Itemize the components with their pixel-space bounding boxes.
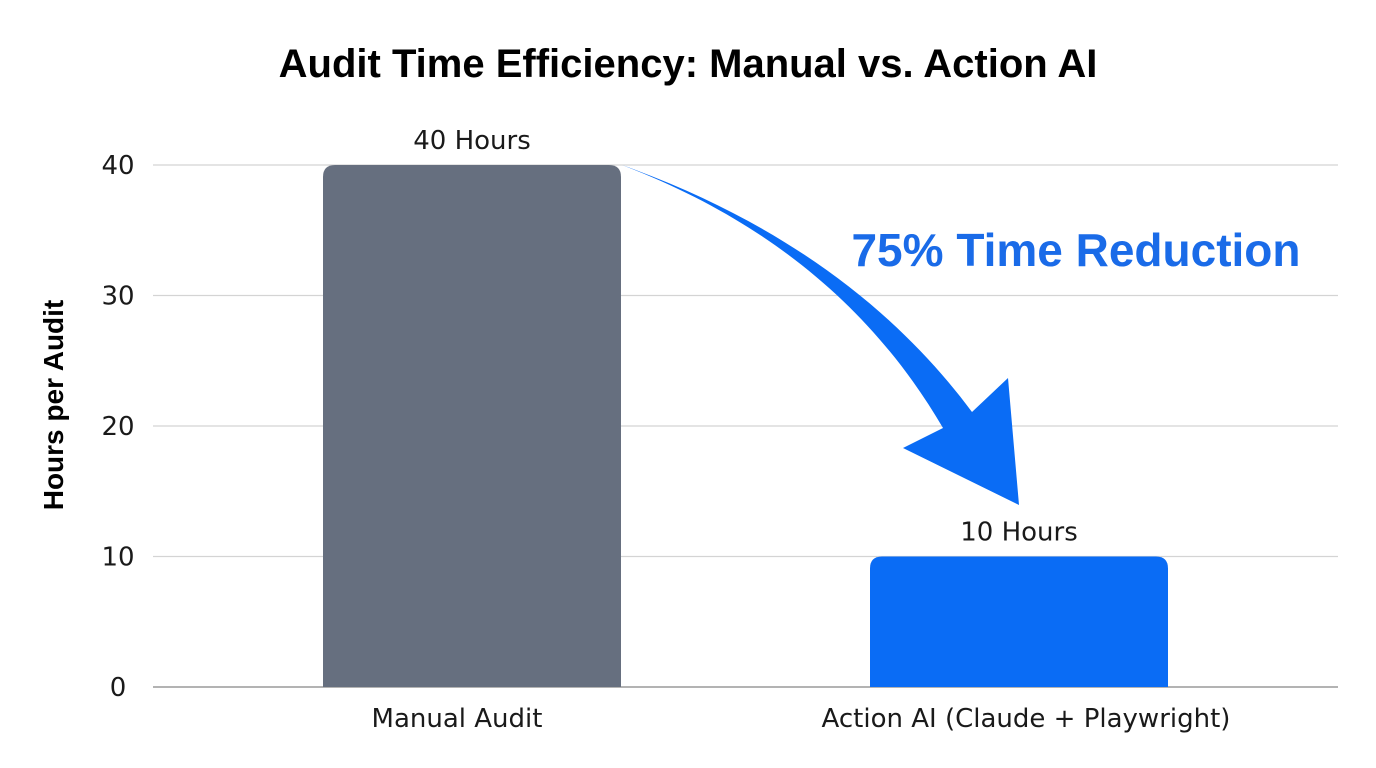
bar-data-label: 10 Hours [960,518,1078,548]
y-axis-ticks: 0 10 20 30 40 [101,151,134,703]
reduction-arrow-shape [622,165,1019,505]
x-category-label: Manual Audit [372,704,543,734]
bars [323,165,1168,687]
y-tick-label: 20 [101,412,134,442]
x-category-label: Action AI (Claude + Playwright) [822,704,1231,734]
y-tick-label: 0 [110,673,127,703]
y-tick-label: 40 [101,151,134,181]
data-labels: 40 Hours 10 Hours [413,126,1078,548]
y-axis-label: Hours per Audit [38,300,69,511]
reduction-arrow [622,165,1019,505]
chart-title: Audit Time Efficiency: Manual vs. Action… [279,42,1098,86]
reduction-annotation: 75% Time Reduction [851,224,1300,276]
bar-action-ai [870,556,1168,687]
x-axis-categories: Manual Audit Action AI (Claude + Playwrig… [372,704,1231,734]
y-tick-label: 30 [101,282,134,312]
y-tick-label: 10 [101,543,134,573]
bar-data-label: 40 Hours [413,126,531,156]
bar-manual-audit [323,165,621,687]
